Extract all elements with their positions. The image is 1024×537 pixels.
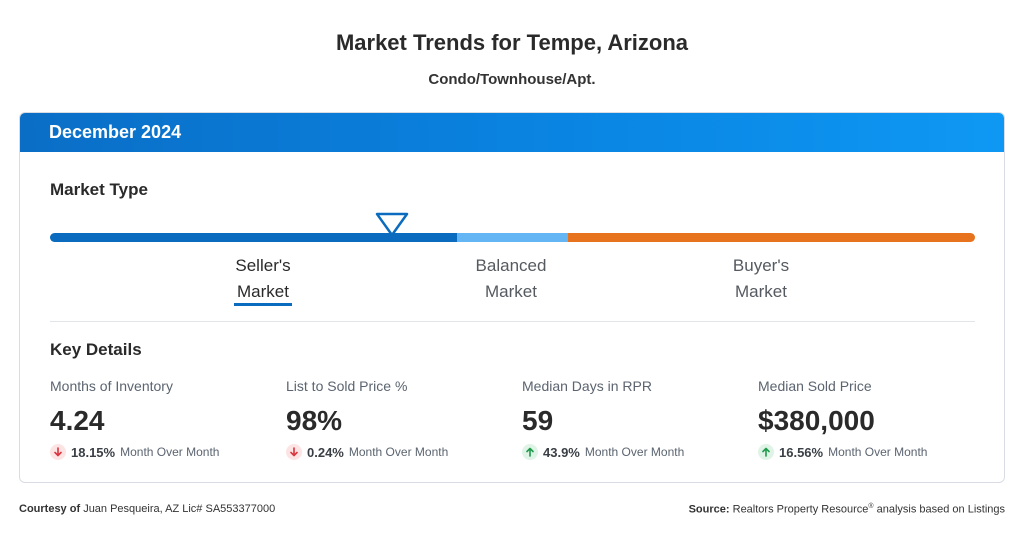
metric-name: Months of Inventory bbox=[50, 378, 173, 394]
buyers-market-label: Buyer's Market bbox=[732, 256, 790, 301]
change-period: Month Over Month bbox=[348, 445, 449, 459]
metric-value: 4.24 bbox=[50, 405, 105, 436]
buyer-segment bbox=[568, 233, 975, 242]
section-divider bbox=[50, 321, 975, 322]
metric-name: List to Sold Price % bbox=[286, 378, 408, 394]
source-text: Realtors Property Resource bbox=[732, 503, 869, 516]
change-period: Month Over Month bbox=[584, 445, 685, 459]
metric-name: Median Sold Price bbox=[758, 378, 872, 394]
sellers-market-label: Seller's Market bbox=[235, 256, 291, 301]
page-title: Market Trends for Tempe, Arizona bbox=[335, 30, 689, 55]
change-percent: 16.56% bbox=[779, 444, 824, 460]
key-details-heading: Key Details bbox=[50, 340, 142, 359]
metric-value: $380,000 bbox=[758, 405, 875, 436]
metric-change: 18.15% Month Over Month bbox=[50, 444, 280, 460]
source-label: Source: bbox=[688, 503, 730, 516]
card-header: December 2024 bbox=[20, 113, 1004, 152]
balanced-market-label: Balanced Market bbox=[475, 256, 547, 301]
market-type-meter bbox=[50, 233, 975, 242]
metric-median-sold-price: Median Sold Price $380,000 16.56% Month … bbox=[758, 378, 988, 460]
period-label: December 2024 bbox=[49, 122, 182, 142]
arrow-up-icon bbox=[758, 444, 774, 460]
change-percent: 18.15% bbox=[71, 444, 116, 460]
courtesy-footer: Courtesy of Juan Pesqueira, AZ Lic# SA55… bbox=[19, 503, 275, 515]
metric-median-days-in-rpr: Median Days in RPR 59 43.9% Month Over M… bbox=[522, 378, 752, 460]
arrow-down-icon bbox=[286, 444, 302, 460]
seller-segment bbox=[50, 233, 457, 242]
source-text-end: analysis based on Listings bbox=[873, 503, 1005, 516]
change-percent: 43.9% bbox=[543, 444, 580, 460]
page-subtitle: Condo/Townhouse/Apt. bbox=[428, 71, 596, 88]
change-period: Month Over Month bbox=[828, 445, 928, 459]
metric-value: 98% bbox=[286, 405, 343, 436]
courtesy-label: Courtesy of bbox=[19, 503, 81, 515]
metric-months-of-inventory: Months of Inventory 4.24 18.15% Month Ov… bbox=[50, 378, 280, 460]
active-market-underline bbox=[234, 303, 292, 306]
metric-name: Median Days in RPR bbox=[522, 378, 652, 394]
balanced-segment bbox=[457, 233, 568, 242]
market-type-heading: Market Type bbox=[50, 180, 148, 199]
metric-change: 16.56% Month Over Month bbox=[758, 444, 988, 460]
registered-mark: ® bbox=[868, 503, 874, 510]
arrow-down-icon bbox=[50, 444, 66, 460]
metric-change: 43.9% Month Over Month bbox=[522, 444, 752, 460]
courtesy-text: Juan Pesqueira, AZ Lic# SA553377000 bbox=[83, 503, 276, 515]
metric-value: 59 bbox=[522, 405, 554, 436]
change-percent: 0.24% bbox=[307, 444, 344, 460]
source-footer: Source: Realtors Property Resource® anal… bbox=[689, 503, 1005, 516]
market-card: December 2024 Market Type Seller's Marke… bbox=[19, 112, 1005, 483]
market-indicator-icon bbox=[376, 212, 409, 237]
metric-list-to-sold-price: List to Sold Price % 98% 0.24% Month Ove… bbox=[286, 378, 516, 460]
arrow-up-icon bbox=[522, 444, 538, 460]
metric-change: 0.24% Month Over Month bbox=[286, 444, 516, 460]
change-period: Month Over Month bbox=[120, 445, 220, 459]
